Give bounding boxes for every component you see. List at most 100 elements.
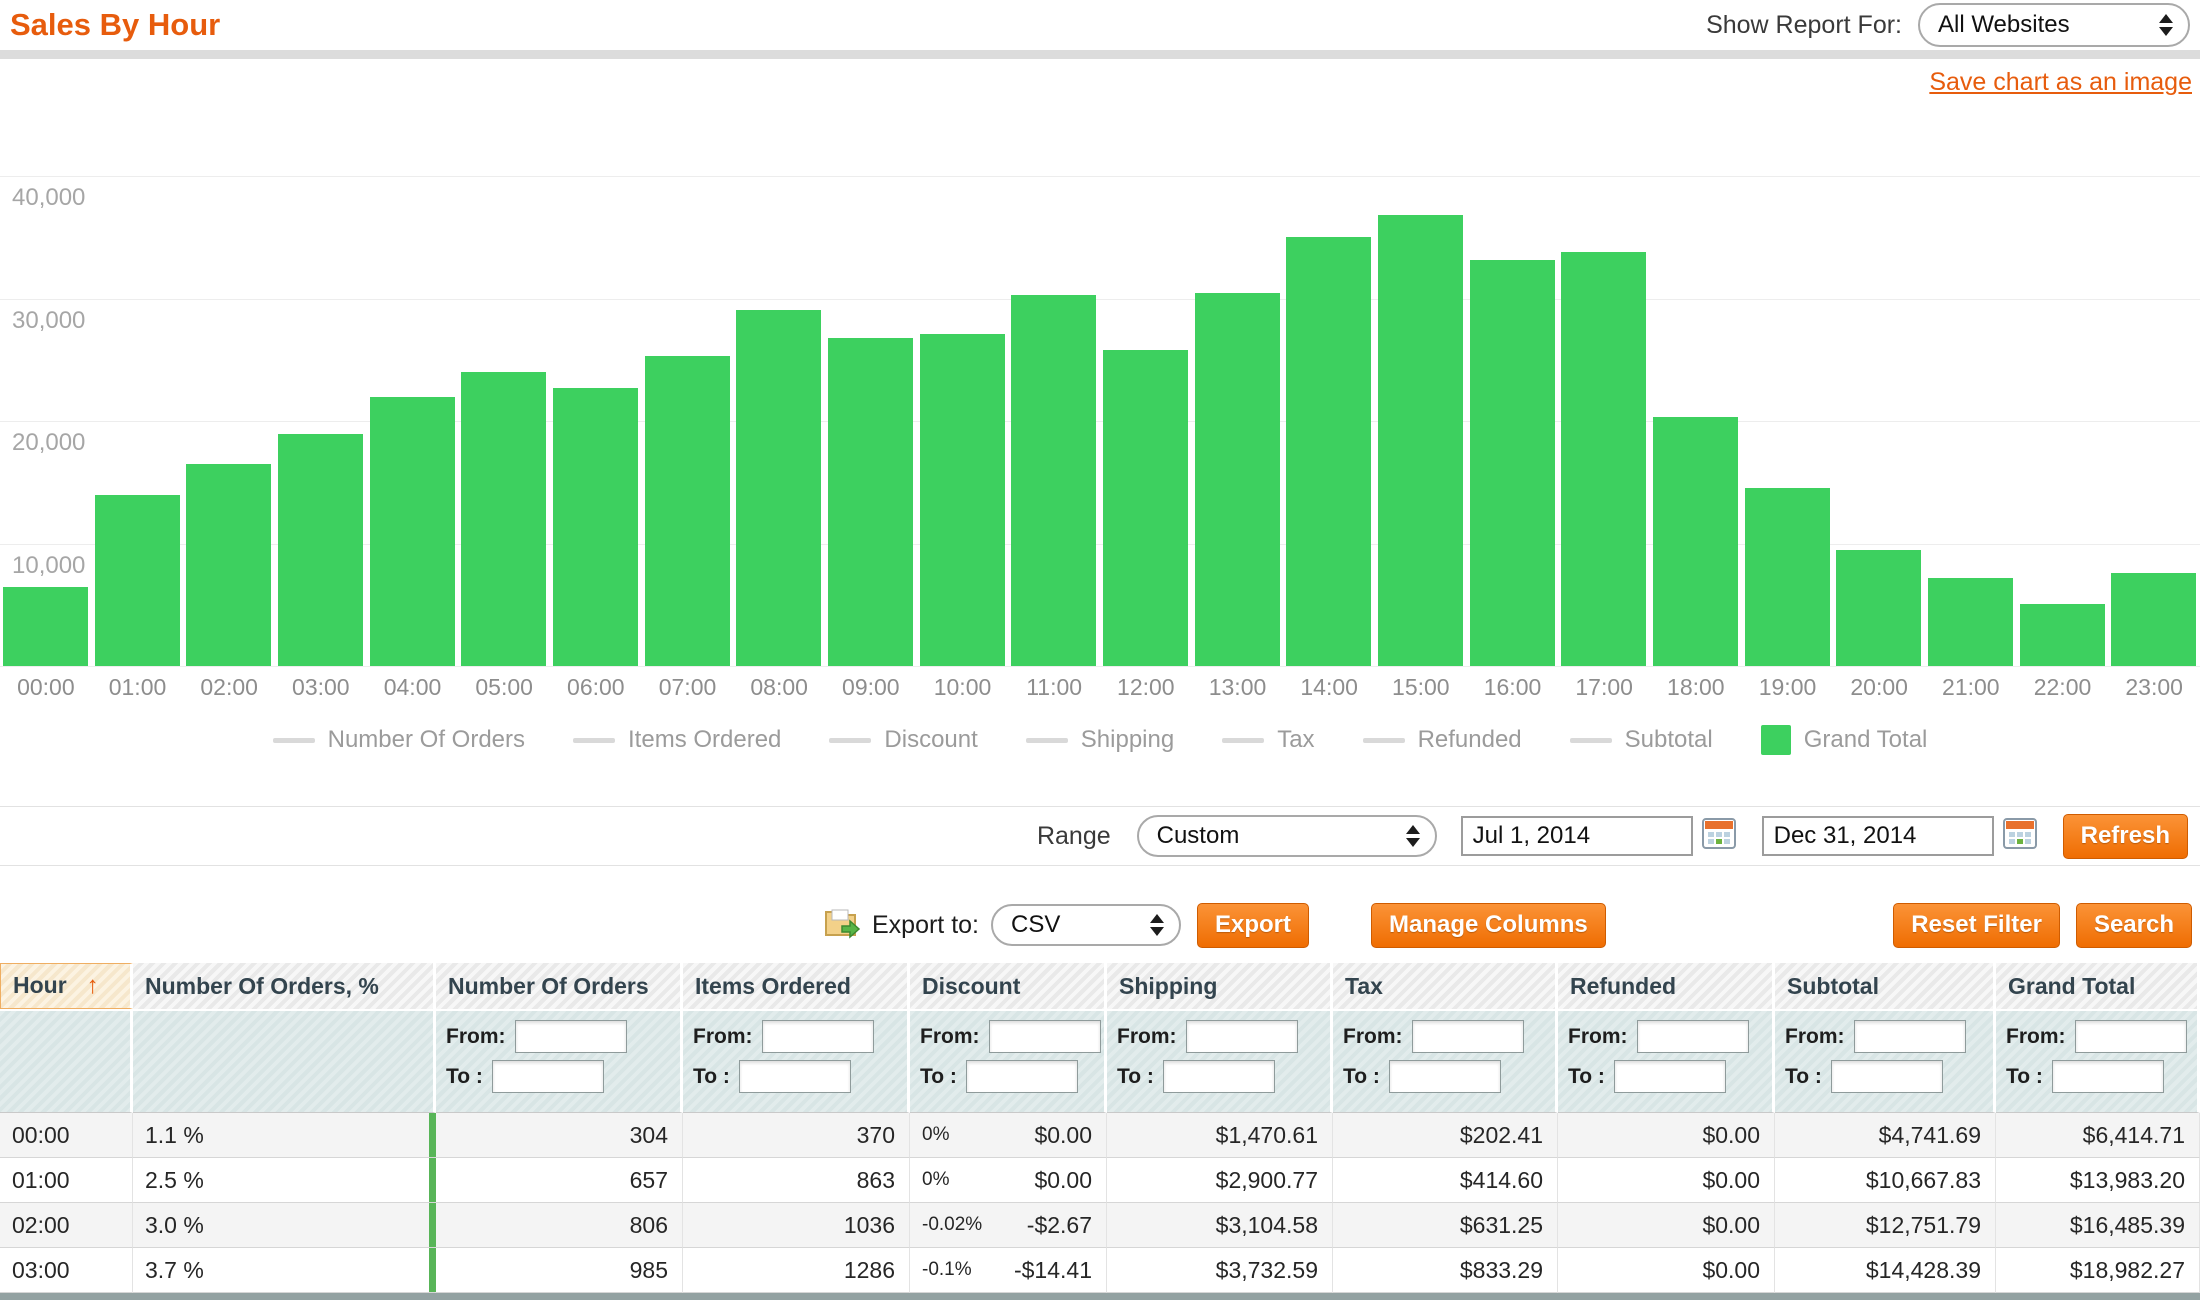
x-axis-tick-label: 01:00 (108, 674, 167, 700)
legend-item: Refunded (1362, 726, 1522, 754)
filter-cell-grand_total: From: To : (1996, 1009, 2200, 1113)
from-date-input[interactable] (1460, 816, 1693, 856)
filter-from-input-discount[interactable] (988, 1020, 1101, 1053)
legend-swatch-box-icon (1760, 725, 1791, 755)
x-axis-tick-label: 21:00 (1942, 674, 2000, 700)
range-select-value: Custom (1156, 822, 1240, 849)
x-axis-tick-label: 23:00 (2125, 674, 2183, 700)
column-header-tax[interactable]: Tax (1333, 963, 1558, 1009)
x-axis-tick-label: 20:00 (1850, 674, 1908, 700)
x-axis-tick-label: 09:00 (842, 674, 900, 700)
website-select[interactable]: All Websites (1918, 3, 2190, 47)
filter-to-input-shipping[interactable] (1162, 1060, 1275, 1093)
legend-swatch-line-icon (1569, 737, 1612, 743)
legend-swatch-line-icon (829, 737, 872, 743)
reset-filter-button[interactable]: Reset Filter (1893, 902, 2060, 948)
export-format-select[interactable]: CSV (991, 904, 1181, 946)
column-header-shipping[interactable]: Shipping (1107, 963, 1333, 1009)
cell-refunded: $0.00 (1558, 1203, 1775, 1248)
discount-percent: -0.1% (922, 1259, 972, 1280)
filter-to-label: To : (1343, 1064, 1380, 1088)
cell-hour: 00:00 (0, 1113, 133, 1158)
column-header-hour[interactable]: Hour ↑ (0, 963, 133, 1009)
filter-from-input-shipping[interactable] (1185, 1020, 1298, 1053)
page-title: Sales By Hour (10, 7, 221, 42)
column-header-items[interactable]: Items Ordered (683, 963, 910, 1009)
website-select-value: All Websites (1938, 11, 2070, 38)
filter-to-label: To : (693, 1064, 730, 1088)
range-select[interactable]: Custom (1136, 815, 1437, 857)
column-header-grand_total[interactable]: Grand Total (1996, 963, 2200, 1009)
filter-to-input-items[interactable] (738, 1060, 851, 1093)
column-header-subtotal[interactable]: Subtotal (1775, 963, 1996, 1009)
cell-refunded: $0.00 (1558, 1113, 1775, 1158)
filter-to-input-subtotal[interactable] (1830, 1060, 1943, 1093)
manage-columns-button[interactable]: Manage Columns (1371, 902, 1606, 948)
legend-label: Number Of Orders (327, 726, 526, 753)
cell-refunded: $0.00 (1558, 1248, 1775, 1293)
filter-to-label: To : (1117, 1064, 1154, 1088)
calendar-icon[interactable] (1701, 818, 1736, 854)
filter-from-label: From: (446, 1024, 506, 1048)
filter-from-input-grand_total[interactable] (2074, 1020, 2187, 1053)
grand-total-bar-0700 (644, 356, 730, 666)
column-header-discount[interactable]: Discount (910, 963, 1107, 1009)
grand-total-bar-1100 (1011, 295, 1097, 666)
filter-from-input-subtotal[interactable] (1853, 1020, 1966, 1053)
filter-cell-orders: From: To : (436, 1009, 683, 1113)
x-axis-tick-label: 14:00 (1300, 674, 1358, 700)
filter-from-label: From: (1785, 1024, 1845, 1048)
search-button[interactable]: Search (2075, 902, 2192, 948)
cell-subtotal: $4,741.69 (1775, 1113, 1996, 1158)
grand-total-bar-0200 (186, 464, 272, 666)
y-axis-tick-label: 30,000 (12, 306, 86, 334)
filter-from-label: From: (1117, 1024, 1177, 1048)
x-axis-tick-label: 05:00 (475, 674, 533, 700)
y-axis-tick-label: 20,000 (12, 429, 86, 457)
filter-to-input-tax[interactable] (1388, 1060, 1501, 1093)
x-axis-tick-label: 11:00 (1026, 674, 1083, 700)
chart-gridline (0, 666, 2200, 667)
refresh-button[interactable]: Refresh (2062, 813, 2188, 859)
filter-from-input-refunded[interactable] (1636, 1020, 1749, 1053)
cell-grand_total: $6,414.71 (1996, 1113, 2200, 1158)
legend-swatch-line-icon (1222, 737, 1265, 743)
header-divider (0, 50, 2200, 59)
table-row-0300: 03:00 3.7 % 985 1286 -0.1% -$14.41 $3,732.59 $8… (0, 1248, 2200, 1293)
cell-orders_pct: 3.0 % (133, 1203, 436, 1248)
cell-orders_pct: 1.1 % (133, 1113, 436, 1158)
export-button[interactable]: Export (1197, 902, 1310, 948)
cell-orders_pct: 2.5 % (133, 1158, 436, 1203)
filter-cell-refunded: From: To : (1558, 1009, 1775, 1113)
cell-subtotal: $14,428.39 (1775, 1248, 1996, 1293)
grand-total-bar-1500 (1378, 215, 1464, 666)
cell-shipping: $2,900.77 (1107, 1158, 1333, 1203)
x-axis-tick-label: 03:00 (292, 674, 350, 700)
filter-from-input-orders[interactable] (514, 1020, 627, 1053)
calendar-icon[interactable] (2002, 818, 2037, 854)
filter-to-input-grand_total[interactable] (2051, 1060, 2164, 1093)
column-header-label: Shipping (1119, 972, 1218, 999)
column-header-orders[interactable]: Number Of Orders (436, 963, 683, 1009)
grand-total-bar-1000 (919, 334, 1005, 666)
filter-to-input-discount[interactable] (965, 1060, 1078, 1093)
column-header-orders_pct[interactable]: Number Of Orders, % (133, 963, 436, 1009)
chart-gridline (0, 543, 2200, 545)
filter-buttons-group: Reset Filter Search (1893, 902, 2192, 948)
filter-from-input-items[interactable] (761, 1020, 874, 1053)
legend-label: Grand Total (1803, 726, 1928, 753)
legend-swatch-line-icon (1025, 737, 1068, 743)
y-axis-tick-label: 40,000 (12, 184, 86, 212)
to-date-input[interactable] (1761, 816, 1994, 856)
grand-total-bar-1900 (1744, 488, 1830, 666)
save-chart-link[interactable]: Save chart as an image (1929, 67, 2192, 96)
filter-to-input-refunded[interactable] (1613, 1060, 1726, 1093)
legend-label: Shipping (1080, 726, 1175, 753)
chart-plot-area: 40,000 30,000 20,000 10,000 (0, 115, 2200, 667)
column-header-refunded[interactable]: Refunded (1558, 963, 1775, 1009)
chart-gridline (0, 176, 2200, 178)
filter-to-input-orders[interactable] (491, 1060, 604, 1093)
filter-from-input-tax[interactable] (1411, 1020, 1524, 1053)
orders-percent-bar (429, 1158, 436, 1202)
filter-cell-subtotal: From: To : (1775, 1009, 1996, 1113)
